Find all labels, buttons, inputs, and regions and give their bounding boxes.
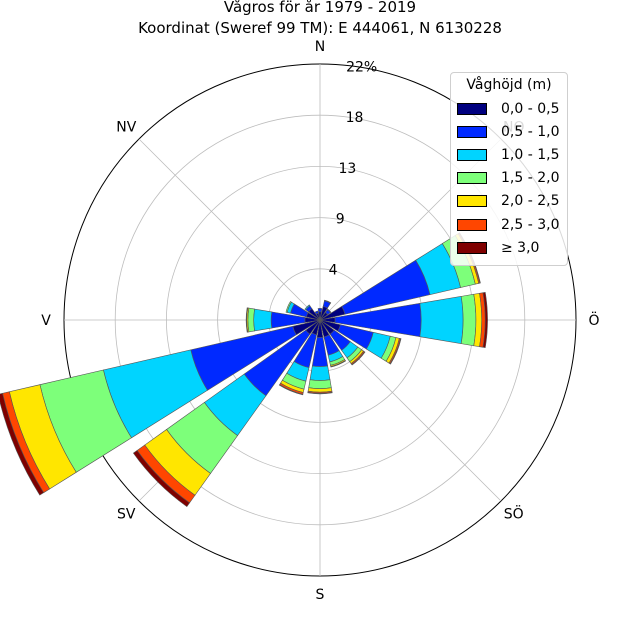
legend-entry: 0,5 - 1,0	[457, 120, 561, 143]
legend-label: 1,0 - 1,5	[501, 146, 560, 163]
legend-label: 2,0 - 2,5	[501, 193, 560, 210]
legend-entry: 1,5 - 2,0	[457, 167, 561, 190]
radial-tick-label: 13	[338, 161, 356, 177]
legend-entry: ≥ 3,0	[457, 236, 561, 259]
bar-segment	[278, 384, 304, 396]
bar-segment	[304, 304, 311, 311]
bar-segment	[324, 299, 332, 304]
bar-segment	[317, 308, 323, 313]
bar-segment	[247, 307, 255, 333]
direction-label: SV	[117, 507, 136, 523]
bar-segment	[253, 308, 273, 332]
bar-segment	[307, 391, 333, 395]
legend-swatch	[457, 195, 487, 208]
legend-entries: 0,0 - 0,5 0,5 - 1,0 1,0 - 1,5 1,5 - 2,0 2,0 …	[457, 97, 561, 259]
bar-segment	[460, 293, 477, 347]
legend: Våghöjd (m) 0,0 - 0,5 0,5 - 1,0 1,0 - 1,5 1…	[450, 72, 568, 267]
legend-label: ≥ 3,0	[501, 239, 540, 256]
legend-swatch	[457, 241, 487, 254]
rose-bars	[0, 232, 488, 508]
legend-swatch	[457, 172, 487, 185]
radial-tick-label: 4	[329, 262, 338, 278]
legend-entry: 2,0 - 2,5	[457, 190, 561, 213]
direction-label: V	[41, 313, 51, 329]
direction-label: NV	[116, 119, 136, 135]
direction-label: SÖ	[504, 505, 524, 523]
bar-segment	[351, 351, 366, 366]
bar-segment	[314, 310, 319, 315]
legend-entry: 1,0 - 1,5	[457, 143, 561, 166]
legend-title: Våghöjd (m)	[466, 77, 552, 93]
radial-tick-label: 18	[346, 110, 364, 126]
grid-spoke	[138, 138, 321, 321]
legend-label: 2,5 - 3,0	[501, 216, 560, 233]
legend-swatch	[457, 218, 487, 231]
bar-segment	[245, 307, 249, 333]
bar-segment	[132, 449, 191, 508]
bar-segment	[308, 379, 332, 389]
legend-swatch	[457, 125, 487, 138]
bar-segment	[389, 338, 402, 365]
direction-label: N	[315, 39, 325, 55]
bar-segment	[0, 392, 45, 496]
bar-segment	[482, 291, 488, 349]
axis-labels: NNOÖSÖSSVVNV49131822%	[41, 39, 599, 603]
bar-segment	[327, 308, 332, 313]
chart-subtitle: Koordinat (Sweref 99 TM): E 444061, N 61…	[138, 19, 502, 37]
direction-label: S	[316, 587, 325, 603]
legend-label: 0,5 - 1,0	[501, 123, 560, 140]
legend-swatch	[457, 148, 487, 161]
legend-swatch	[457, 102, 487, 115]
legend-entry: 0,0 - 0,5	[457, 97, 561, 120]
chart-title: Vågros för år 1979 - 2019	[223, 0, 417, 16]
bar-segment	[285, 301, 292, 313]
bar-segment	[309, 365, 331, 381]
legend-label: 0,0 - 0,5	[501, 100, 560, 117]
bar-segment	[330, 360, 347, 368]
bar-segment	[419, 296, 464, 344]
radial-tick-label: 22%	[346, 59, 377, 75]
legend-label: 1,5 - 2,0	[501, 170, 560, 187]
radial-tick-label: 9	[336, 212, 345, 228]
direction-label: Ö	[588, 311, 599, 329]
legend-entry: 2,5 - 3,0	[457, 213, 561, 236]
